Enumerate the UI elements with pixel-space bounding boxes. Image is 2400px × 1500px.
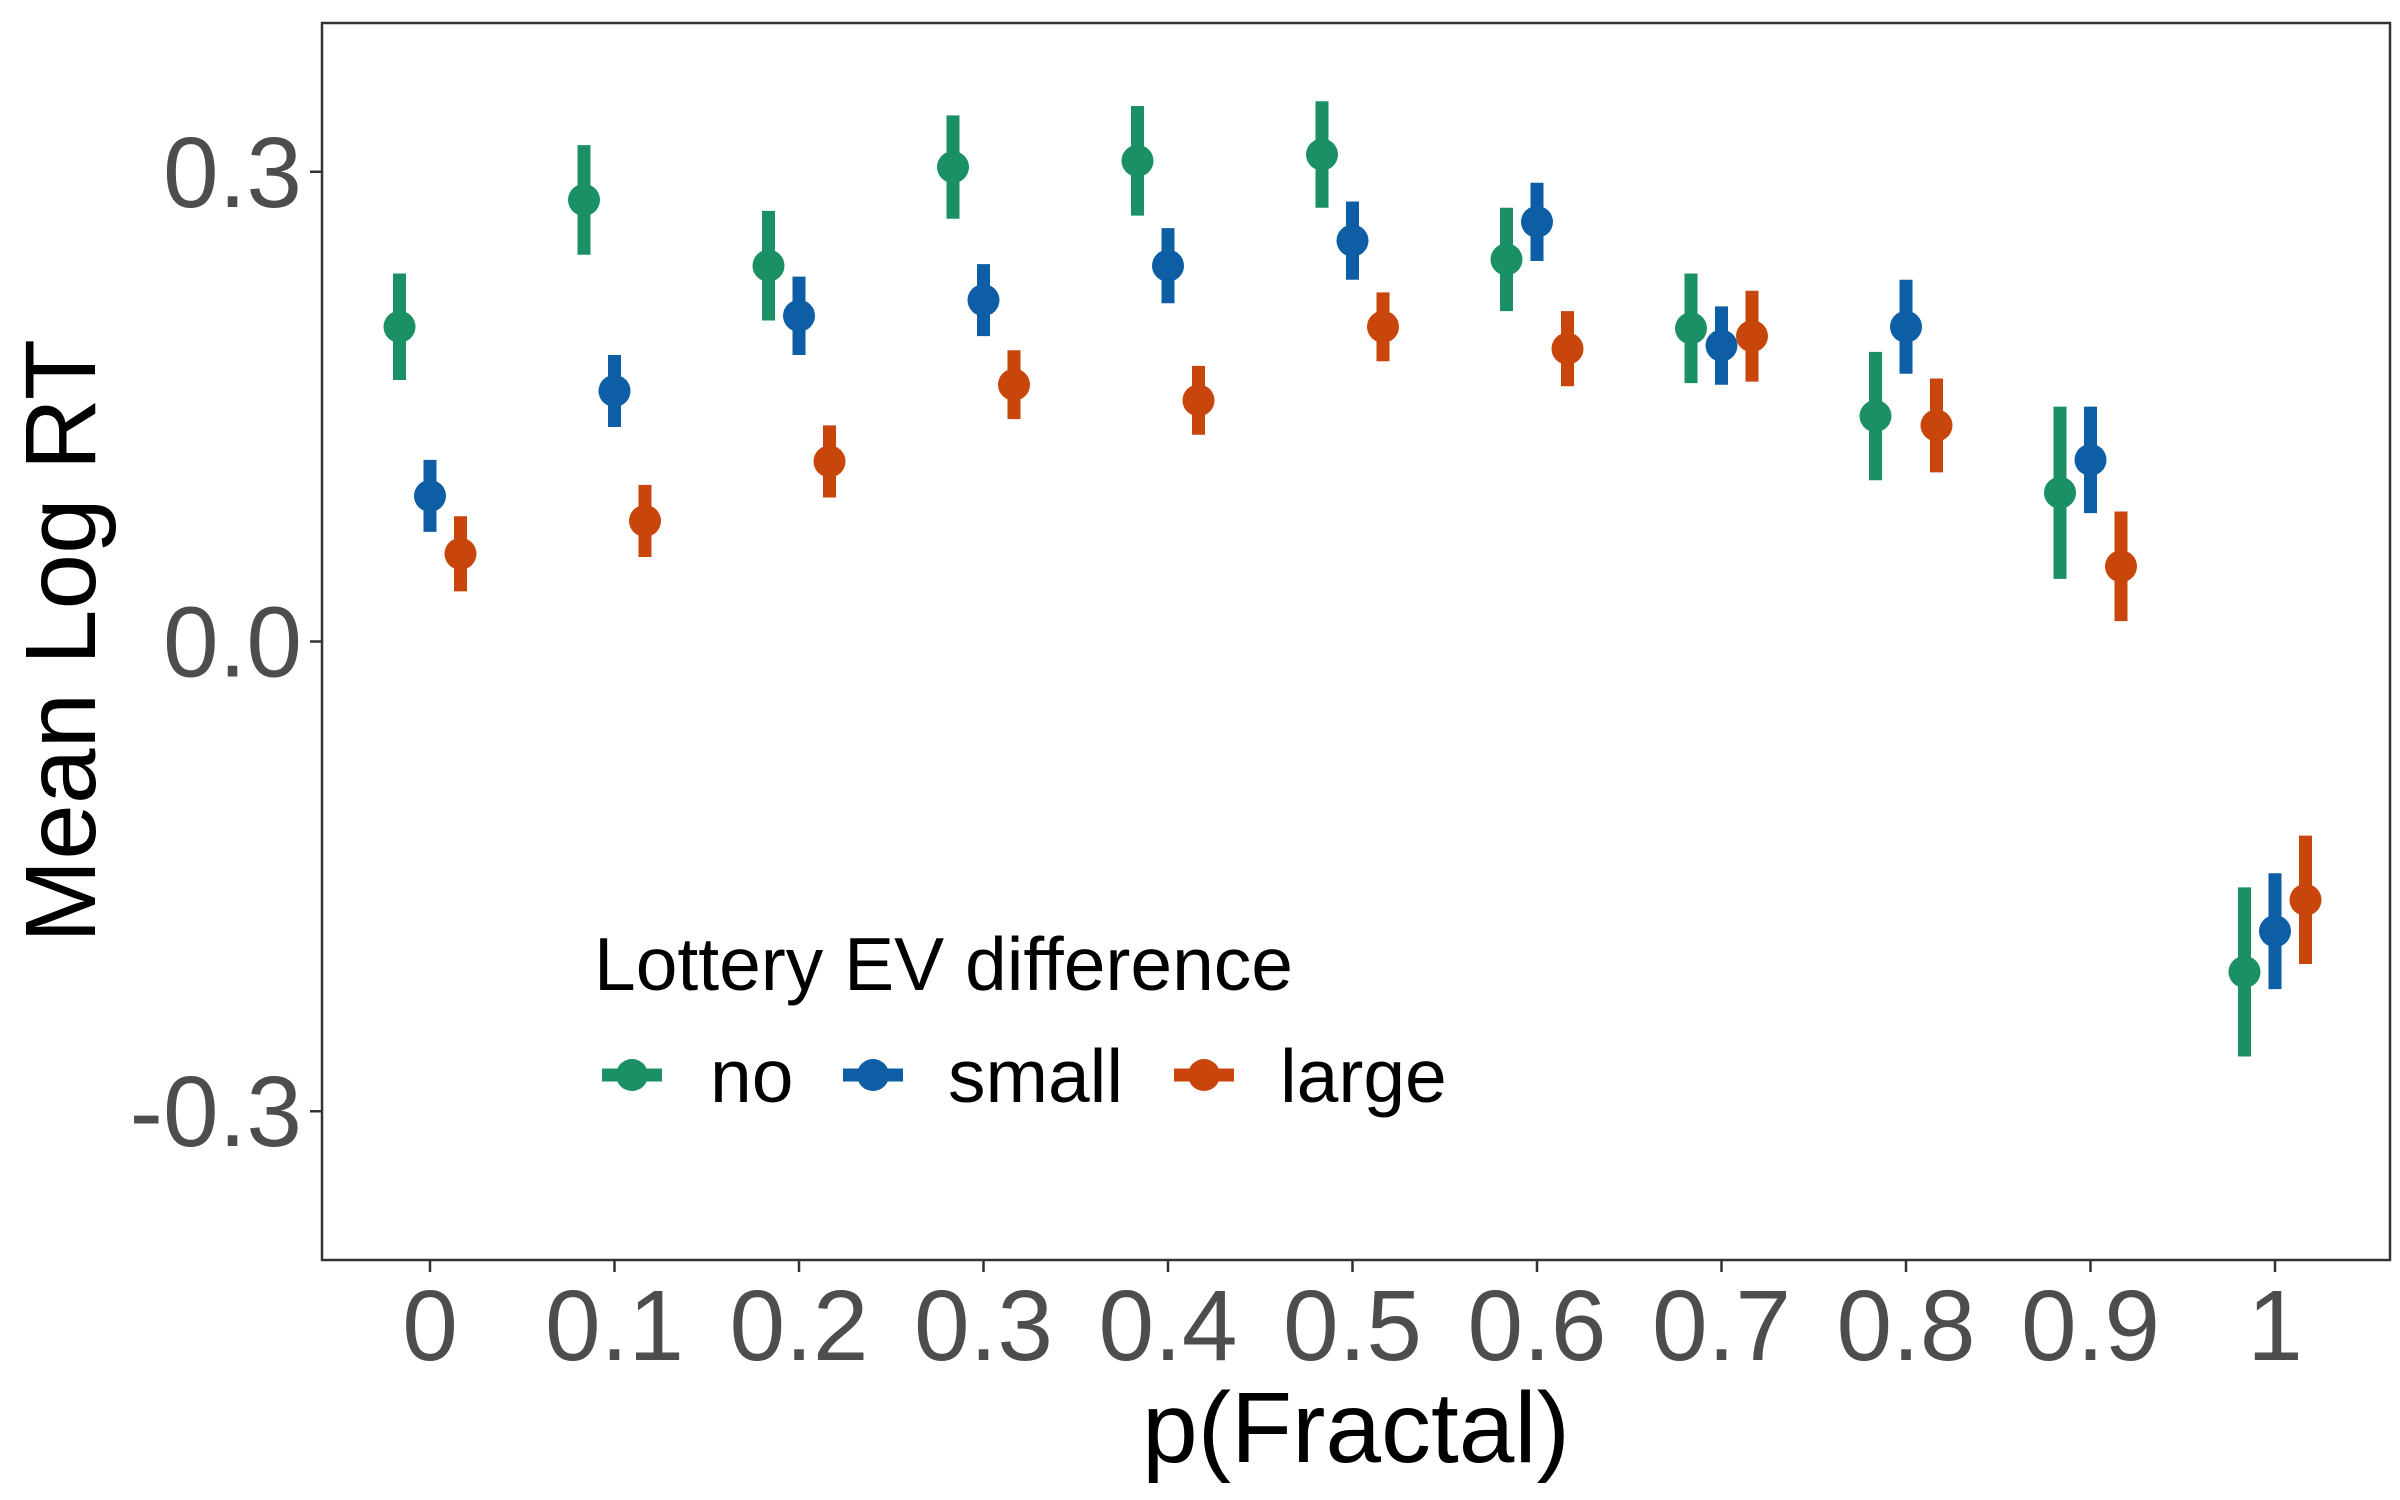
legend-title: Lottery EV difference: [594, 922, 1293, 1006]
x-axis-title: p(Fractal): [1142, 1372, 1570, 1484]
data-point: [629, 504, 661, 537]
x-tick-label: 0.7: [1652, 1270, 1791, 1382]
legend: Lottery EV difference no small large: [594, 922, 1447, 1118]
data-point: [813, 445, 846, 478]
x-tick-label: 0.8: [1836, 1270, 1975, 1382]
legend-label: no: [710, 1034, 793, 1118]
x-tick-label: 0.5: [1283, 1270, 1422, 1382]
y-tick-label: 0.0: [163, 587, 302, 699]
data-point: [2259, 915, 2291, 948]
data-point: [1306, 138, 1338, 171]
legend-item-no: no: [602, 1034, 793, 1118]
data-point: [783, 299, 815, 332]
data-point: [598, 374, 631, 407]
data-point: [1736, 320, 1768, 353]
data-point: [2289, 883, 2322, 916]
data-point: [2228, 955, 2261, 988]
legend-label: small: [948, 1034, 1123, 1118]
data-point: [414, 479, 446, 512]
data-point: [568, 183, 600, 216]
series-large: [444, 290, 2322, 965]
plot-marks: [383, 101, 2322, 1057]
x-tick-label: 0: [402, 1270, 458, 1382]
legend-item-large: large: [1174, 1034, 1447, 1118]
data-point: [1182, 384, 1215, 417]
data-point: [1551, 332, 1584, 365]
x-tick-label: 0.1: [545, 1270, 684, 1382]
data-point: [1705, 329, 1738, 362]
x-tick-label: 0.9: [2021, 1270, 2160, 1382]
x-tick-label: 0.4: [1098, 1270, 1237, 1382]
x-tick-label: 0.2: [729, 1270, 868, 1382]
data-point: [1336, 224, 1369, 257]
y-tick-label: -0.3: [130, 1056, 302, 1168]
data-point: [1890, 310, 1922, 343]
axes: 0.3 0.0 -0.3 0 0.1 0.2 0.3 0.4 0.5 0.6 0.7 0.8 0.9 1: [130, 117, 2303, 1382]
data-point: [1152, 249, 1184, 282]
data-point: [444, 537, 477, 570]
series-small: [414, 182, 2291, 990]
data-point: [2044, 476, 2076, 509]
data-point: [998, 368, 1030, 401]
y-axis-title: Mean Log RT: [5, 339, 117, 943]
legend-key-point: [1188, 1059, 1220, 1091]
data-point: [1859, 400, 1892, 433]
data-point: [2105, 550, 2137, 583]
legend-label: large: [1280, 1034, 1447, 1118]
legend-items: no small large: [602, 1034, 1447, 1118]
data-point: [383, 310, 416, 343]
y-tick-label: 0.3: [163, 117, 302, 229]
data-point: [2074, 443, 2107, 476]
series-no: [383, 101, 2261, 1057]
data-point: [1920, 409, 1953, 442]
data-point: [967, 284, 1000, 317]
data-point: [1521, 205, 1553, 238]
data-point: [752, 249, 785, 282]
data-point: [937, 151, 969, 184]
data-point: [1490, 243, 1523, 276]
legend-key-point: [616, 1059, 648, 1091]
data-point: [1121, 144, 1154, 177]
legend-key-point: [857, 1059, 889, 1091]
legend-item-small: small: [843, 1034, 1123, 1118]
x-tick-label: 0.3: [914, 1270, 1053, 1382]
data-point: [1367, 310, 1399, 343]
data-point: [1675, 312, 1707, 345]
x-tick-label: 1: [2247, 1270, 2303, 1382]
x-tick-label: 0.6: [1467, 1270, 1606, 1382]
